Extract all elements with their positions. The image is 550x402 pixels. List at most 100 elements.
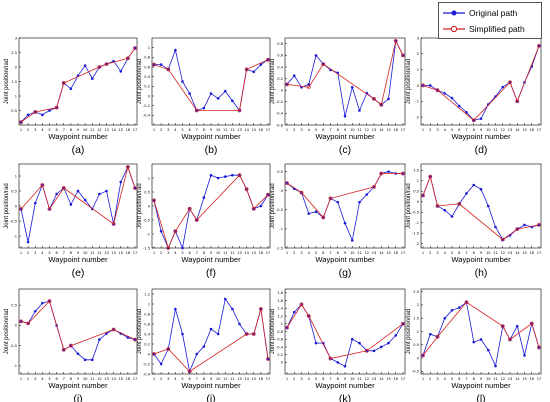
x-tick-label: 14: [244, 377, 249, 381]
y-tick-label: 1.5: [413, 169, 419, 173]
x-axis-label: Waypoint number: [315, 381, 375, 390]
x-tick-label: 11: [223, 128, 228, 132]
data-point-original: [90, 358, 94, 362]
data-point-original: [465, 111, 468, 114]
x-tick-label: 1: [20, 377, 22, 381]
y-tick-label: 0: [417, 356, 420, 360]
data-point-original: [19, 320, 23, 323]
x-tick-label: 3: [436, 128, 438, 132]
data-point-simplified: [401, 171, 405, 176]
plot-frame: [420, 288, 542, 375]
x-tick-label: 6: [188, 251, 191, 255]
series-line-original: [286, 303, 404, 367]
x-tick-label: 8: [473, 128, 476, 132]
y-tick-label: -0.6: [276, 123, 284, 127]
x-tick-label: 7: [196, 251, 198, 255]
x-tick-label: 4: [444, 377, 447, 381]
x-tick-label: 5: [451, 251, 453, 255]
x-tick-label: 3: [300, 128, 302, 132]
data-point-original: [26, 113, 30, 117]
y-tick-label: -0.5: [10, 344, 17, 348]
data-point-original: [41, 113, 44, 117]
data-point-original: [216, 176, 220, 180]
x-axis-label: Waypoint number: [48, 132, 108, 141]
data-point-original: [292, 74, 296, 77]
x-tick-label: 3: [436, 251, 438, 255]
x-tick-label: 7: [329, 377, 331, 381]
x-tick-label: 2: [27, 251, 29, 255]
x-tick-label: 1: [286, 377, 288, 381]
y-tick-label: 0.6: [144, 322, 150, 326]
y-tick-label: 0: [281, 89, 284, 93]
data-point-original: [336, 361, 340, 364]
x-tick-label: 5: [315, 377, 317, 381]
data-point-simplified: [68, 343, 73, 348]
x-tick-label: 9: [77, 251, 80, 255]
y-axis-label: Joint position/rad: [270, 59, 276, 104]
x-tick-label: 8: [473, 377, 476, 381]
y-tick-label: 1: [15, 174, 17, 178]
data-point-original: [523, 223, 526, 227]
x-tick-label: 6: [188, 377, 191, 381]
data-point-original: [457, 306, 461, 309]
x-tick-label: 1: [286, 128, 288, 132]
x-tick-label: 5: [315, 128, 317, 132]
plot-frame: [18, 288, 138, 375]
x-tick-label: 4: [174, 251, 177, 255]
data-point-simplified: [133, 186, 137, 190]
x-tick-label: 13: [237, 251, 242, 255]
x-tick-label: 6: [55, 377, 58, 381]
x-tick-label: 5: [315, 251, 317, 255]
data-point-original: [372, 349, 376, 353]
x-tick-label: 10: [486, 251, 491, 255]
panel-label: (g): [339, 267, 352, 279]
x-tick-label: 4: [41, 128, 44, 132]
x-tick-label: 4: [41, 377, 44, 381]
data-point-original: [202, 106, 206, 110]
x-tick-label: 16: [529, 251, 534, 255]
y-tick-label: -0.2: [143, 104, 150, 108]
plot-frame: [151, 163, 271, 249]
data-point-original: [195, 352, 199, 356]
chart-panel-12: 1 2 3 4 5 6 7 8 9 10 11 12 13 14 15 16 17-0.500.511.522.…: [406, 288, 542, 402]
data-point-original: [238, 322, 241, 326]
data-point-original: [223, 175, 227, 178]
x-tick-label: 14: [515, 377, 520, 381]
data-point-simplified: [421, 193, 425, 198]
y-axis-label: Joint position/rad: [406, 309, 412, 354]
data-point-simplified: [393, 39, 398, 43]
panel-label: (f): [206, 267, 216, 279]
x-tick-label: 9: [210, 377, 213, 381]
data-point-simplified: [244, 332, 249, 336]
data-point-original: [358, 200, 361, 204]
data-point-original: [90, 77, 94, 80]
y-tick-label: -1: [279, 227, 283, 231]
x-tick-label: 15: [118, 377, 123, 381]
data-point-simplified: [285, 181, 289, 185]
y-tick-label: -0.4: [143, 372, 151, 376]
data-point-original: [223, 297, 227, 301]
x-tick-label: 14: [111, 377, 116, 381]
x-tick-label: 8: [70, 128, 73, 132]
x-tick-label: 8: [337, 251, 340, 255]
x-tick-label: 9: [480, 377, 483, 381]
x-tick-label: 1: [422, 251, 424, 255]
y-tick-label: 0: [148, 94, 151, 98]
y-axis-label: Joint position/rad: [270, 309, 276, 354]
x-tick-label: 6: [322, 251, 325, 255]
x-tick-label: 3: [167, 128, 169, 132]
data-point-simplified: [61, 81, 66, 85]
x-tick-label: 12: [230, 251, 235, 255]
x-tick-label: 4: [308, 128, 311, 132]
x-tick-label: 6: [458, 128, 461, 132]
plot-frame: [284, 37, 406, 126]
y-tick-label: 2.5: [11, 51, 17, 55]
data-point-simplified: [529, 321, 534, 326]
x-tick-label: 5: [451, 377, 453, 381]
data-point-original: [48, 109, 51, 112]
x-tick-label: 10: [83, 251, 88, 255]
x-tick-label: 7: [63, 377, 65, 381]
plot-frame: [18, 163, 138, 249]
x-tick-label: 16: [529, 128, 534, 132]
